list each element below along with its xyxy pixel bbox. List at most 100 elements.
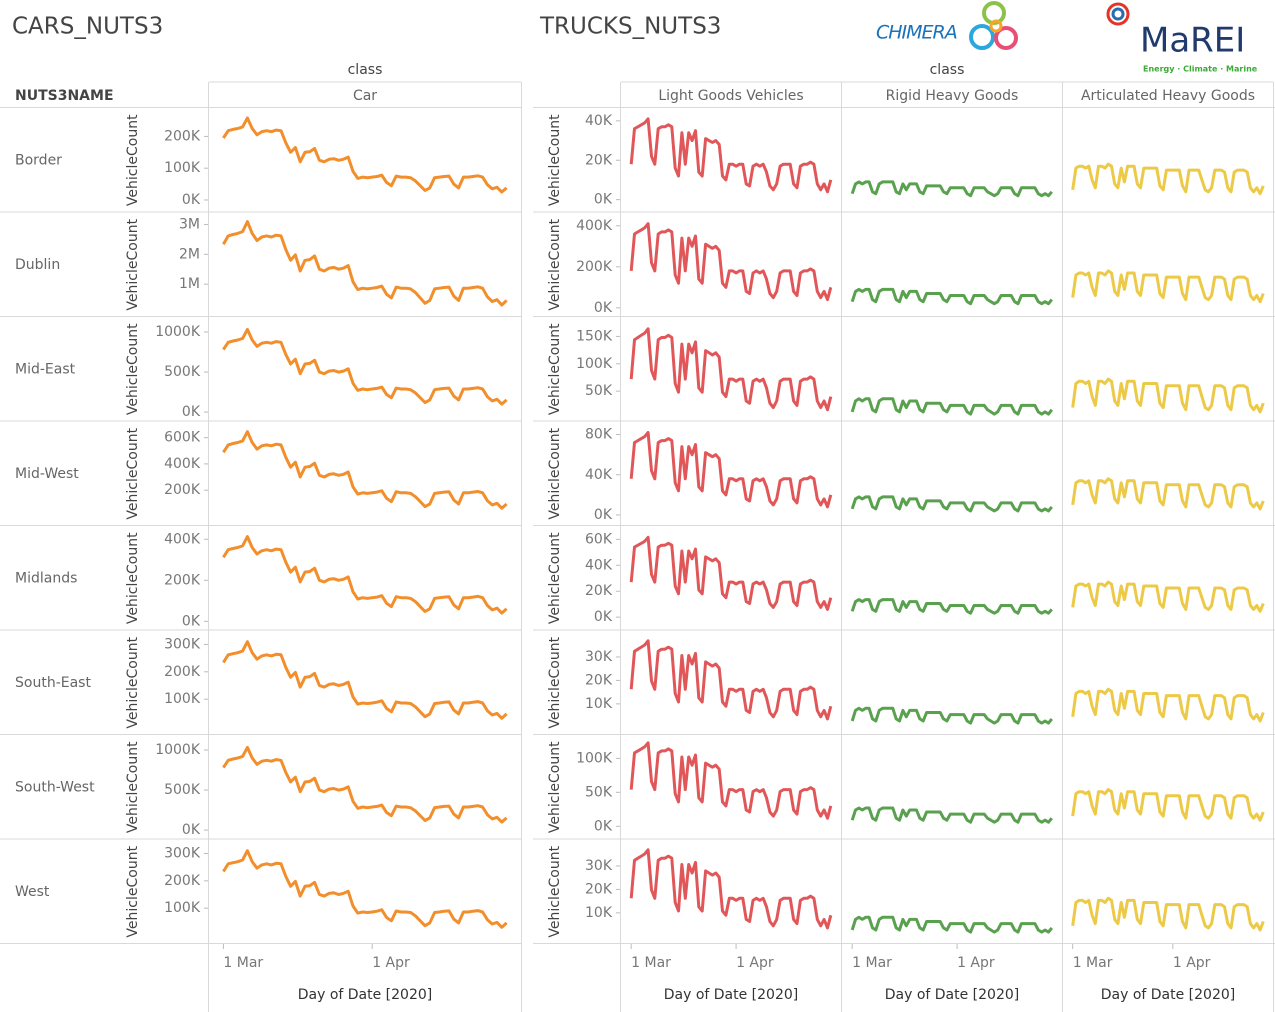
- column-name: Light Goods Vehicles: [658, 88, 803, 104]
- x-axis-title: Day of Date [2020]: [664, 987, 799, 1003]
- y-tick-label: 0K: [182, 613, 201, 629]
- x-axis-title: Day of Date [2020]: [885, 987, 1020, 1003]
- line-series: [629, 327, 833, 412]
- line-series: [1071, 477, 1265, 511]
- y-tick-label: 1M: [179, 276, 200, 292]
- y-tick-label: 200K: [164, 482, 201, 498]
- marei-logo: MaREI Energy · Climate · Marine: [1106, 2, 1258, 74]
- logo-swirl: [982, 1, 1006, 25]
- y-tick-label: 200K: [164, 128, 201, 144]
- chimera-logo-text: CHIMERA: [876, 22, 957, 44]
- logo-swirl: [969, 24, 995, 50]
- y-tick-label: 100K: [576, 750, 613, 766]
- y-axis-title: VehicleCount: [125, 323, 141, 415]
- marei-tagline: Energy · Climate · Marine: [1143, 65, 1258, 74]
- y-tick-label: 300K: [164, 636, 201, 652]
- y-tick-label: 0K: [594, 507, 613, 523]
- x-tick-label: 1 Mar: [1073, 955, 1113, 971]
- y-axis-title: VehicleCount: [547, 845, 563, 937]
- line-series: [850, 180, 1053, 198]
- x-tick-label: 1 Mar: [223, 955, 263, 971]
- x-tick-label: 1 Mar: [631, 955, 671, 971]
- logo-ring: [1106, 2, 1130, 26]
- y-axis-title: VehicleCount: [547, 323, 563, 415]
- y-tick-label: 400K: [576, 218, 613, 234]
- y-axis-title: VehicleCount: [125, 427, 141, 519]
- marei-logo-text: MaREI: [1140, 21, 1245, 61]
- line-series: [629, 222, 833, 302]
- y-tick-label: 100K: [576, 356, 613, 372]
- y-axis-title: VehicleCount: [547, 218, 563, 310]
- line-series: [1071, 162, 1265, 196]
- row-name: West: [15, 884, 50, 900]
- x-tick-label: 1 Apr: [1173, 955, 1211, 971]
- x-tick-label: 1 Apr: [736, 955, 774, 971]
- y-axis-title: VehicleCount: [125, 741, 141, 833]
- y-tick-label: 0K: [594, 818, 613, 834]
- y-tick-label: 400K: [164, 531, 201, 547]
- line-series: [629, 117, 833, 194]
- line-series: [629, 639, 833, 721]
- line-series: [850, 915, 1053, 934]
- row-name: Midlands: [15, 570, 77, 586]
- line-series: [629, 431, 833, 509]
- y-axis-title: VehicleCount: [125, 218, 141, 310]
- y-tick-label: 200K: [576, 259, 613, 275]
- y-tick-label: 1000K: [155, 742, 201, 758]
- y-tick-label: 100K: [164, 900, 201, 916]
- y-tick-label: 40K: [585, 557, 613, 573]
- line-series: [1071, 788, 1265, 822]
- trucks-title: TRUCKS_NUTS3: [539, 14, 721, 40]
- y-tick-label: 150K: [576, 328, 613, 344]
- x-tick-label: 1 Apr: [957, 955, 995, 971]
- x-tick-label: 1 Mar: [852, 955, 892, 971]
- y-axis-title: VehicleCount: [125, 114, 141, 206]
- line-series: [222, 535, 508, 615]
- line-series: [222, 327, 508, 406]
- line-series: [1071, 580, 1265, 613]
- line-series: [222, 220, 508, 307]
- y-tick-label: 20K: [585, 881, 613, 897]
- y-tick-label: 300K: [164, 845, 201, 861]
- y-tick-label: 0K: [594, 609, 613, 625]
- y-axis-title: VehicleCount: [547, 532, 563, 624]
- logo-swirl: [994, 26, 1018, 50]
- y-tick-label: 600K: [164, 430, 201, 446]
- y-tick-label: 50K: [585, 784, 613, 800]
- y-tick-label: 200K: [164, 572, 201, 588]
- logo-swirl: [989, 19, 1003, 33]
- y-tick-label: 0K: [182, 822, 201, 838]
- y-axis-title: VehicleCount: [547, 114, 563, 206]
- column-name: Rigid Heavy Goods: [886, 88, 1019, 104]
- logo-ring: [1111, 7, 1125, 21]
- y-tick-label: 500K: [164, 364, 201, 380]
- line-series: [1071, 269, 1265, 304]
- y-tick-label: 0K: [594, 300, 613, 316]
- line-series: [1071, 687, 1265, 723]
- y-tick-label: 100K: [164, 160, 201, 176]
- y-axis-title: VehicleCount: [125, 636, 141, 728]
- y-tick-label: 30K: [585, 649, 613, 665]
- x-tick-label: 1 Apr: [372, 955, 410, 971]
- column-name: Car: [353, 88, 377, 104]
- y-tick-label: 20K: [585, 672, 613, 688]
- row-name: South-East: [15, 675, 91, 691]
- y-tick-label: 60K: [585, 531, 613, 547]
- y-tick-label: 100K: [164, 691, 201, 707]
- row-name: Mid-East: [15, 361, 76, 377]
- x-axis-title: Day of Date [2020]: [298, 987, 433, 1003]
- line-series: [222, 745, 508, 824]
- line-series: [629, 535, 833, 611]
- line-series: [629, 848, 833, 930]
- y-tick-label: 2M: [179, 246, 200, 262]
- y-tick-label: 500K: [164, 782, 201, 798]
- y-axis-title: VehicleCount: [125, 845, 141, 937]
- line-series: [850, 397, 1053, 416]
- y-tick-label: 200K: [164, 873, 201, 889]
- line-series: [1071, 896, 1265, 932]
- column-header: class: [348, 62, 383, 78]
- row-name: South-West: [15, 779, 95, 795]
- chimera-logo: CHIMERA: [876, 1, 1018, 50]
